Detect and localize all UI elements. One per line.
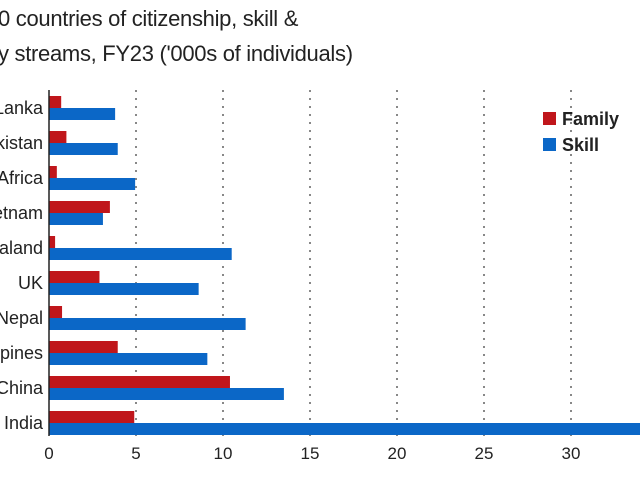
x-tick-label: 30 (562, 444, 581, 463)
legend-swatch-skill (543, 138, 556, 151)
bar-family (49, 166, 57, 178)
x-tick-label: 25 (475, 444, 494, 463)
bar-family (49, 376, 230, 388)
bar-skill (49, 143, 118, 155)
category-label: ppines (0, 343, 43, 363)
bar-skill (49, 283, 199, 295)
bar-family (49, 306, 63, 318)
bar-family (49, 201, 110, 213)
bar-family (49, 271, 100, 283)
category-label: Nepal (0, 308, 43, 328)
x-tick-label: 20 (388, 444, 407, 463)
bar-skill (49, 178, 136, 190)
legend-label-family: Family (562, 109, 619, 129)
bar-skill (49, 248, 232, 260)
chart-title-line-2: y streams, FY23 ('000s of individuals) (0, 41, 353, 66)
chart-title-line-1: 0 countries of citizenship, skill & (0, 6, 299, 31)
bar-family (49, 236, 56, 248)
bar-skill (49, 108, 116, 120)
legend-label-skill: Skill (562, 135, 599, 155)
bar-family (49, 131, 67, 143)
x-tick-label: 0 (44, 444, 53, 463)
category-label: aland (0, 238, 43, 258)
category-label: Lanka (0, 98, 44, 118)
x-tick-label: 15 (301, 444, 320, 463)
category-label: etnam (0, 203, 43, 223)
category-label: India (4, 413, 44, 433)
bar-skill (49, 353, 208, 365)
bar-skill (49, 388, 284, 400)
category-label: China (0, 378, 44, 398)
category-label: kistan (0, 133, 43, 153)
category-label: Africa (0, 168, 44, 188)
bar-family (49, 341, 118, 353)
bar-family (49, 96, 62, 108)
legend-swatch-family (543, 112, 556, 125)
bar-skill (49, 423, 640, 435)
x-tick-label: 10 (214, 444, 233, 463)
bar-skill (49, 318, 246, 330)
category-label: UK (18, 273, 43, 293)
bar-family (49, 411, 135, 423)
bar-skill (49, 213, 103, 225)
x-tick-label: 5 (131, 444, 140, 463)
